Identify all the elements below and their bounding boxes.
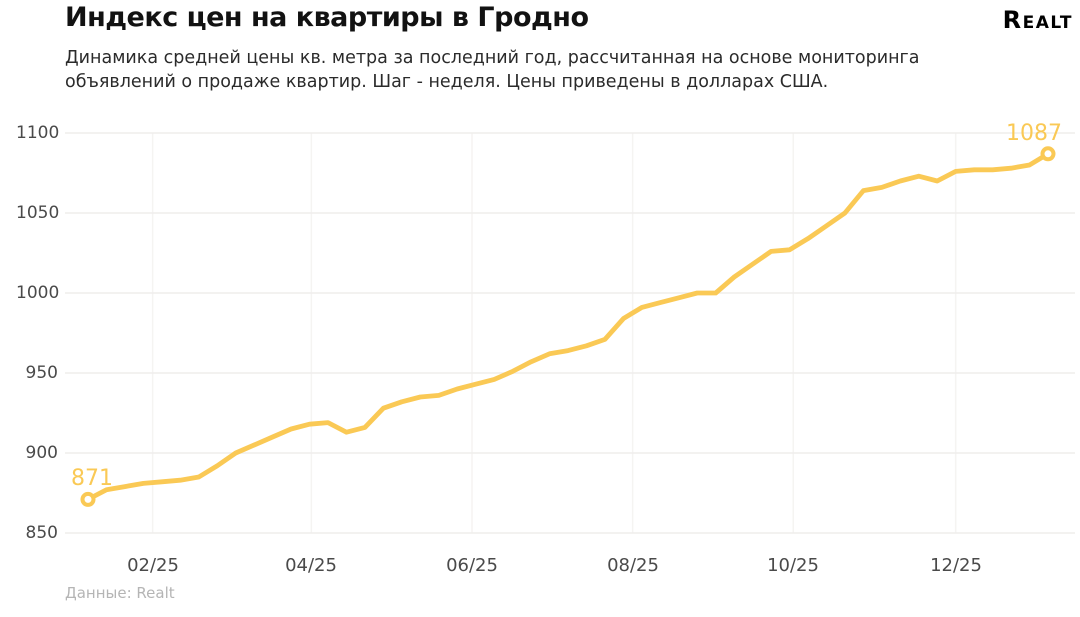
- y-tick-850: 850: [25, 523, 58, 543]
- x-tick-08-25: 08/25: [607, 555, 659, 576]
- y-tick-1000: 1000: [16, 283, 60, 303]
- x-tick-04-25: 04/25: [285, 555, 337, 576]
- x-tick-10-25: 10/25: [767, 555, 819, 576]
- y-tick-950: 950: [25, 363, 58, 383]
- y-tick-1100: 1100: [16, 123, 60, 143]
- last-point-label: 1087: [1006, 121, 1062, 146]
- first-point-label: 871: [71, 466, 113, 491]
- x-tick-12-25: 12/25: [930, 555, 982, 576]
- chart-subtitle: Динамика средней цены кв. метра за после…: [65, 46, 919, 94]
- subtitle-line-2: объявлений о продаже квартир. Шаг - неде…: [65, 72, 829, 92]
- y-tick-900: 900: [25, 443, 58, 463]
- x-tick-06-25: 06/25: [446, 555, 498, 576]
- data-source-caption: Данные: Realt: [65, 584, 175, 602]
- page-title: Индекс цен на квартиры в Гродно: [65, 2, 589, 33]
- realt-logo: Realt: [1002, 6, 1073, 34]
- subtitle-line-1: Динамика средней цены кв. метра за после…: [65, 48, 920, 68]
- y-tick-1050: 1050: [16, 203, 60, 223]
- x-tick-02-25: 02/25: [127, 555, 179, 576]
